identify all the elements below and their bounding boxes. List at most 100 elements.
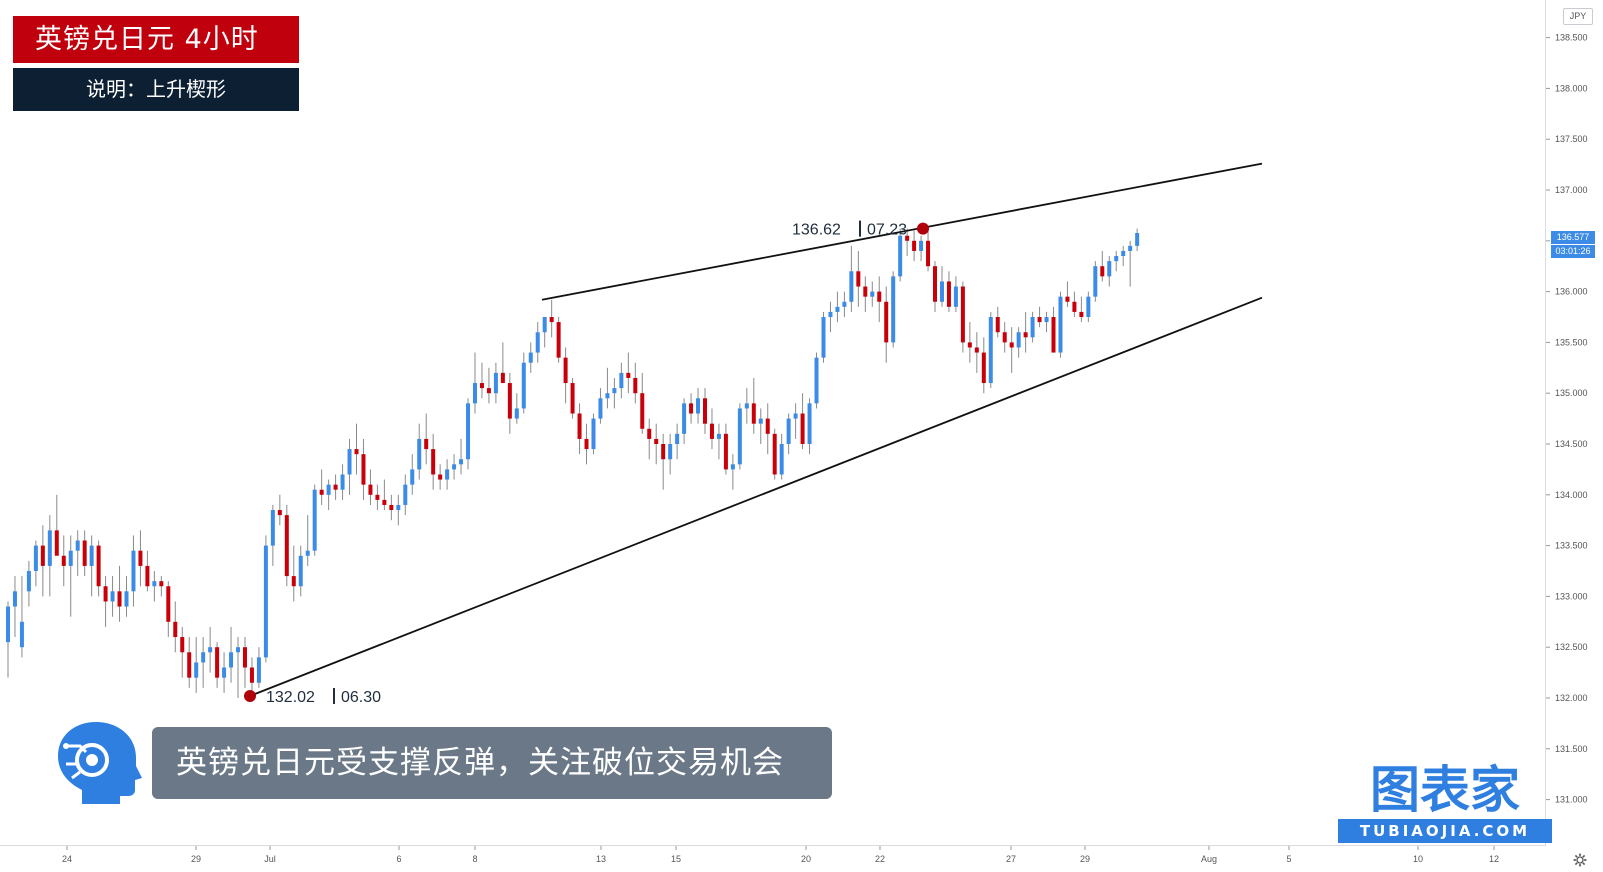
candle [898, 228, 903, 282]
time-axis-label: 8 [472, 854, 477, 864]
candle-body [507, 383, 512, 419]
pattern-description: 说明：上升楔形 [13, 68, 299, 111]
candle [814, 352, 819, 409]
candle-body [1100, 266, 1105, 277]
plot-area[interactable] [0, 0, 1546, 846]
candle [298, 545, 303, 597]
candle [807, 398, 812, 455]
candle [124, 576, 129, 617]
brand-logo-text: 图表家 [1370, 761, 1520, 819]
candle-body [709, 423, 714, 439]
candle-body [647, 428, 652, 439]
candle [598, 388, 603, 424]
price-axis-label: 135.500 [1555, 337, 1588, 347]
candle [26, 560, 31, 607]
candle-body [445, 469, 450, 480]
candle-body [40, 545, 45, 566]
candle-body [1051, 317, 1056, 353]
candle [870, 281, 875, 307]
candle [326, 479, 331, 511]
settings-gear-icon[interactable] [1572, 852, 1588, 868]
candle-body [668, 444, 673, 460]
candle [591, 413, 596, 455]
candle-body [173, 621, 178, 638]
candle [270, 504, 275, 566]
candle [305, 515, 310, 566]
candle [640, 372, 645, 434]
candle [668, 433, 673, 475]
candle-body [654, 438, 659, 444]
candle-body [479, 383, 484, 389]
time-axis-label: 6 [396, 854, 401, 864]
candle [89, 535, 94, 597]
candle [340, 464, 345, 500]
candle-body [974, 347, 979, 353]
currency-badge[interactable]: JPY [1563, 8, 1593, 25]
candle [542, 317, 547, 348]
price-axis-label: 131.000 [1555, 795, 1588, 805]
candle [1065, 281, 1070, 307]
candle [1121, 245, 1126, 267]
candle [12, 576, 17, 638]
candle [1051, 306, 1056, 353]
candle-body [675, 433, 680, 444]
candle-body [333, 484, 338, 490]
candle-body [877, 291, 882, 302]
candle [201, 637, 206, 688]
candle-body [277, 510, 282, 516]
candle [75, 530, 80, 577]
candle [1002, 322, 1007, 353]
price-axis-label: 137.500 [1555, 134, 1588, 144]
candle [905, 228, 910, 257]
candle [40, 525, 45, 597]
candle [96, 540, 101, 597]
candle [1058, 291, 1063, 358]
candle-body [1044, 317, 1049, 323]
candle [466, 398, 471, 470]
candle [368, 469, 373, 505]
candle [793, 403, 798, 439]
price-axis-label: 132.500 [1555, 642, 1588, 652]
candle [410, 454, 415, 495]
candle [347, 438, 352, 495]
candle [284, 504, 289, 587]
candle-body [786, 418, 791, 444]
candle [919, 235, 924, 262]
candle [926, 230, 931, 272]
candle [6, 601, 10, 678]
low-price-label: 132.02 [266, 689, 315, 706]
high-price-label: 136.62 [792, 222, 841, 239]
brand-head-logo-icon [58, 722, 142, 804]
candle [1107, 256, 1112, 287]
candle-body [682, 403, 687, 434]
time-axis-label: Jul [264, 854, 276, 864]
candle [431, 433, 436, 490]
candle-body [737, 408, 742, 465]
candle [1086, 291, 1091, 323]
candle-body [612, 388, 617, 394]
candle-body [208, 647, 213, 653]
candle-body [1058, 296, 1063, 353]
candle [479, 362, 484, 399]
candle-body [270, 510, 275, 546]
candle [403, 474, 408, 516]
candle [333, 474, 338, 500]
candle-body [486, 388, 491, 394]
candle-body [1030, 317, 1035, 338]
candle-body [138, 550, 143, 566]
candle [612, 377, 617, 409]
candle [563, 347, 568, 404]
candle [256, 647, 261, 688]
candle [689, 393, 694, 424]
candle [493, 362, 498, 404]
candle-body [528, 352, 533, 363]
candle [946, 271, 951, 312]
candle [19, 576, 24, 658]
candle-body [75, 540, 80, 551]
candle [528, 342, 533, 373]
candle-body [500, 372, 505, 384]
candle-body [103, 586, 108, 602]
candle [131, 535, 136, 607]
candle-body [54, 530, 59, 556]
